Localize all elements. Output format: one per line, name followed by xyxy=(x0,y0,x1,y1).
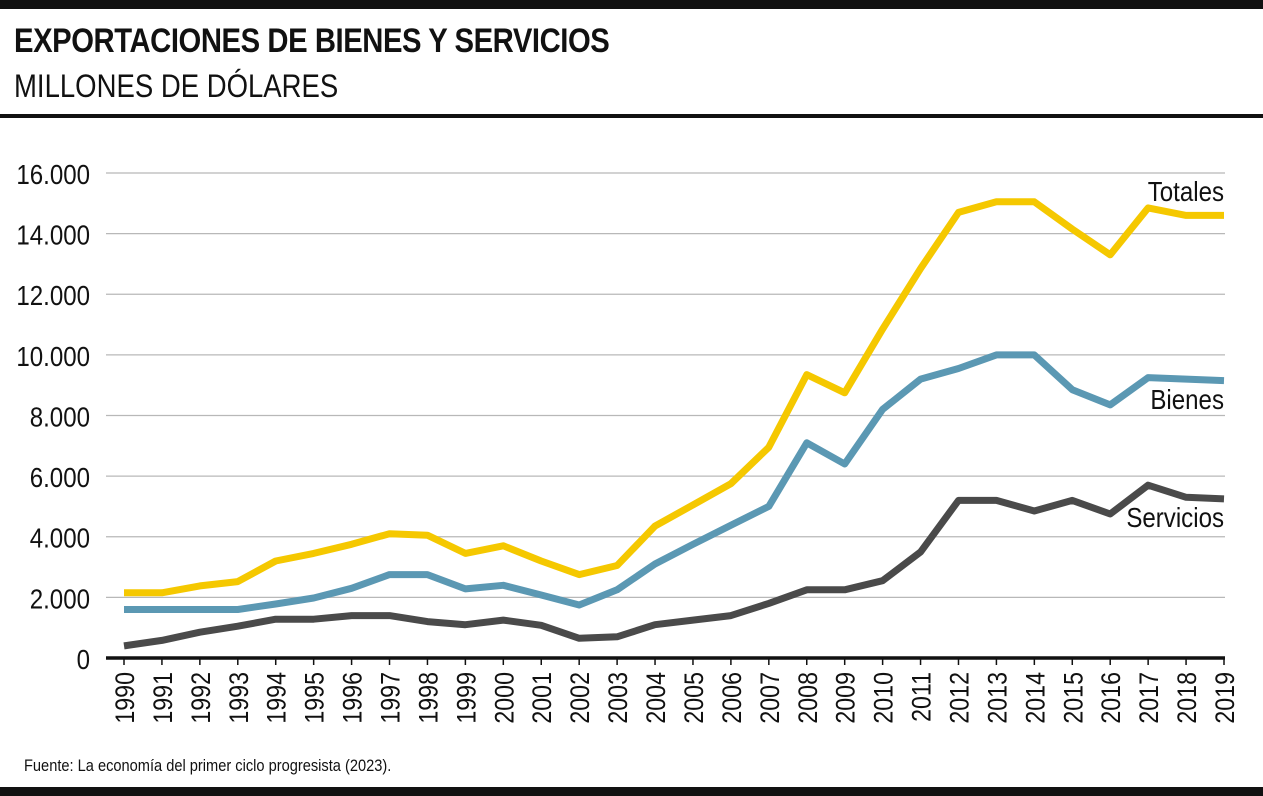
series-line-servicios xyxy=(123,481,1225,650)
x-tick-label: 1990 xyxy=(110,672,140,724)
series-labels: Totales Bienes Servicios xyxy=(1126,175,1224,533)
source-note: Fuente: La economía del primer ciclo pro… xyxy=(24,756,392,775)
x-tick-label: 2010 xyxy=(869,672,899,724)
gridlines xyxy=(106,172,1225,598)
y-tick-label: 8.000 xyxy=(30,401,90,433)
x-tick-label: 2003 xyxy=(604,672,634,724)
x-tick-label: 2001 xyxy=(528,672,558,724)
x-tick-label: 2017 xyxy=(1135,672,1165,724)
chart-subtitle: MILLONES DE DÓLARES xyxy=(14,68,339,104)
x-tick-label: 2007 xyxy=(755,672,785,724)
bottom-rule xyxy=(0,787,1263,796)
x-tick-label: 1993 xyxy=(224,672,254,724)
x-tick-label: 2012 xyxy=(945,672,975,724)
x-axis-tick-labels: 1990 1991 1992 1993 1994 1995 1996 1997 1998 1999… xyxy=(110,672,1240,724)
x-tick-label: 2005 xyxy=(679,672,709,724)
x-tick-label: 2009 xyxy=(831,672,861,724)
x-tick-label: 2015 xyxy=(1059,672,1089,724)
header-rule xyxy=(0,114,1263,118)
chart-title: EXPORTACIONES DE BIENES Y SERVICIOS xyxy=(14,22,610,60)
x-tick-label: 1996 xyxy=(338,672,368,724)
x-tick-label: 2013 xyxy=(983,672,1013,724)
x-tick-label: 1998 xyxy=(414,672,444,724)
y-tick-label: 4.000 xyxy=(30,522,90,554)
x-tick-label: 2004 xyxy=(641,672,671,724)
x-tick-label: 1999 xyxy=(452,672,482,724)
series-label-totales: Totales xyxy=(1148,175,1224,207)
y-tick-label: 6.000 xyxy=(30,461,90,493)
x-tick-label: 2008 xyxy=(793,672,823,724)
x-tick-label: 2016 xyxy=(1097,672,1127,724)
x-tick-label: 1991 xyxy=(148,672,178,724)
y-tick-label: 16.000 xyxy=(16,158,90,190)
y-tick-label: 14.000 xyxy=(16,219,90,251)
x-tick-label: 1995 xyxy=(300,672,330,724)
x-tick-label: 2018 xyxy=(1172,672,1202,724)
x-tick-label: 2011 xyxy=(907,672,937,722)
x-tick-label: 1997 xyxy=(376,672,406,724)
y-axis-tick-labels: 0 2.000 4.000 6.000 8.000 10.000 12.000 14.000 1… xyxy=(16,158,90,675)
y-tick-label: 2.000 xyxy=(30,583,90,615)
y-tick-label: 0 xyxy=(77,643,90,675)
x-tick-label: 2000 xyxy=(490,672,520,724)
x-tick-label: 1992 xyxy=(186,672,216,724)
x-tick-label: 2014 xyxy=(1021,672,1051,724)
x-axis xyxy=(106,656,1225,665)
y-tick-label: 10.000 xyxy=(16,340,90,372)
series-label-servicios: Servicios xyxy=(1126,501,1224,533)
x-tick-label: 2006 xyxy=(717,672,747,724)
x-tick-label: 2002 xyxy=(566,672,596,724)
series-line-totales xyxy=(124,198,1224,597)
series-lines xyxy=(123,198,1225,650)
x-tick-label: 1994 xyxy=(262,672,292,724)
x-tick-label: 2019 xyxy=(1210,672,1240,724)
y-tick-label: 12.000 xyxy=(16,280,90,312)
top-rule xyxy=(0,0,1263,9)
series-line-bienes xyxy=(124,351,1225,613)
series-label-bienes: Bienes xyxy=(1150,383,1224,415)
